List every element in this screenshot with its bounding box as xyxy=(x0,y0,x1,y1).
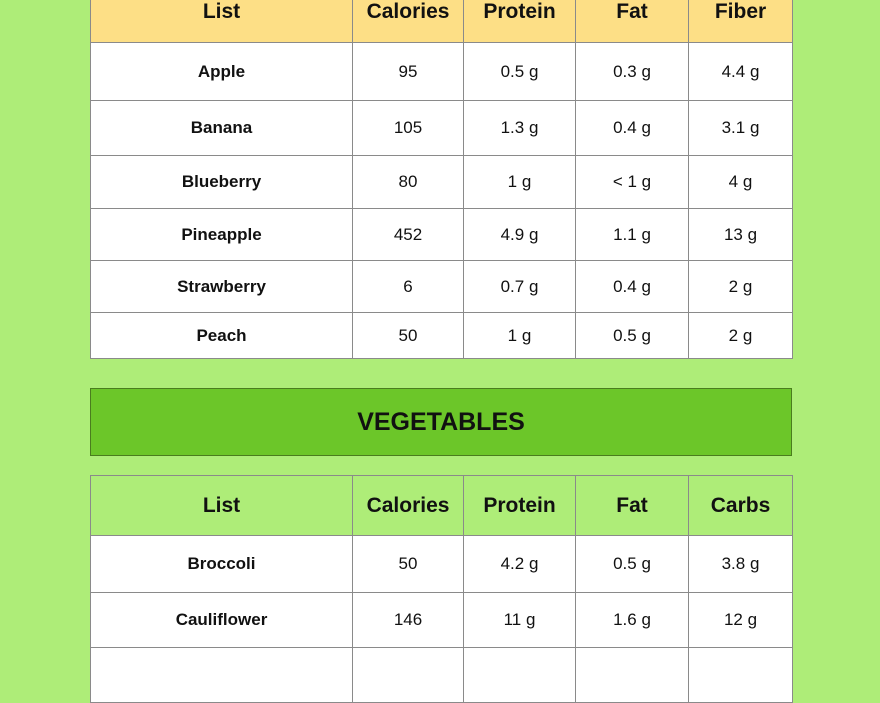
cell: 105 xyxy=(352,100,464,156)
cell: 50 xyxy=(352,535,464,593)
item-name: Broccoli xyxy=(90,535,353,593)
table-row xyxy=(90,647,793,703)
cell: 1.6 g xyxy=(575,592,689,648)
fruits-header-row: List Calories Protein Fat Fiber xyxy=(90,0,793,43)
cell: 0.7 g xyxy=(463,260,576,313)
vegetables-table: List Calories Protein Fat Carbs Broccoli 50 4.… xyxy=(90,475,793,703)
column-header: Carbs xyxy=(688,475,793,536)
cell: 80 xyxy=(352,155,464,209)
item-name: Apple xyxy=(90,42,353,101)
item-name: Cauliflower xyxy=(90,592,353,648)
table-row: Apple 95 0.5 g 0.3 g 4.4 g xyxy=(90,42,793,101)
cell: 0.4 g xyxy=(575,100,689,156)
cell: 1.3 g xyxy=(463,100,576,156)
cell: 4.9 g xyxy=(463,208,576,261)
table-row: Pineapple 452 4.9 g 1.1 g 13 g xyxy=(90,208,793,261)
column-header: List xyxy=(90,475,353,536)
cell: 0.4 g xyxy=(575,260,689,313)
cell xyxy=(575,647,689,703)
cell: 2 g xyxy=(688,312,793,359)
cell: 1.1 g xyxy=(575,208,689,261)
vegetables-banner: VEGETABLES xyxy=(90,388,792,456)
cell: 3.1 g xyxy=(688,100,793,156)
table-row: Broccoli 50 4.2 g 0.5 g 3.8 g xyxy=(90,535,793,593)
cell: 4.2 g xyxy=(463,535,576,593)
cell: 1 g xyxy=(463,155,576,209)
cell xyxy=(688,647,793,703)
item-name: Blueberry xyxy=(90,155,353,209)
cell: 3.8 g xyxy=(688,535,793,593)
column-header: Calories xyxy=(352,475,464,536)
cell: 146 xyxy=(352,592,464,648)
cell: 4 g xyxy=(688,155,793,209)
cell: 0.5 g xyxy=(575,312,689,359)
cell: 0.5 g xyxy=(463,42,576,101)
cell: 0.5 g xyxy=(575,535,689,593)
cell: 6 xyxy=(352,260,464,313)
column-header: Protein xyxy=(463,475,576,536)
cell: 13 g xyxy=(688,208,793,261)
cell: 12 g xyxy=(688,592,793,648)
column-header: Fat xyxy=(575,0,689,43)
cell: 50 xyxy=(352,312,464,359)
cell: 2 g xyxy=(688,260,793,313)
item-name: Pineapple xyxy=(90,208,353,261)
column-header: List xyxy=(90,0,353,43)
item-name: Peach xyxy=(90,312,353,359)
item-name: Banana xyxy=(90,100,353,156)
table-row: Cauliflower 146 11 g 1.6 g 12 g xyxy=(90,592,793,648)
cell: 11 g xyxy=(463,592,576,648)
item-name: Strawberry xyxy=(90,260,353,313)
fruits-table: List Calories Protein Fat Fiber Apple 95 0.5 g… xyxy=(90,0,793,359)
cell xyxy=(352,647,464,703)
cell: 1 g xyxy=(463,312,576,359)
cell: 452 xyxy=(352,208,464,261)
cell: 4.4 g xyxy=(688,42,793,101)
cell xyxy=(463,647,576,703)
table-row: Banana 105 1.3 g 0.4 g 3.1 g xyxy=(90,100,793,156)
column-header: Calories xyxy=(352,0,464,43)
column-header: Fat xyxy=(575,475,689,536)
column-header: Fiber xyxy=(688,0,793,43)
column-header: Protein xyxy=(463,0,576,43)
cell: 95 xyxy=(352,42,464,101)
item-name xyxy=(90,647,353,703)
cell: < 1 g xyxy=(575,155,689,209)
vegetables-header-row: List Calories Protein Fat Carbs xyxy=(90,475,793,536)
cell: 0.3 g xyxy=(575,42,689,101)
